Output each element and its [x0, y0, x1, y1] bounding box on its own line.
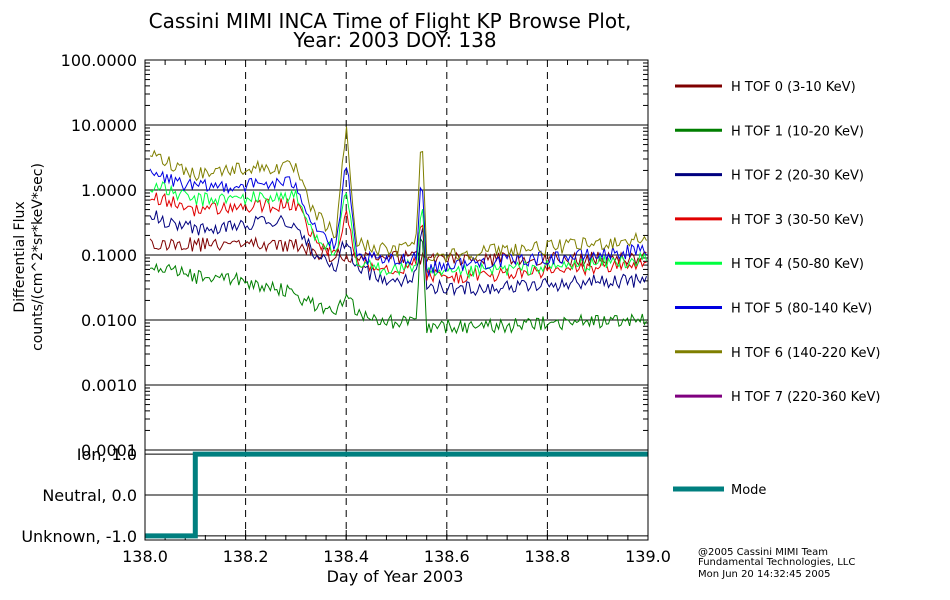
- credit-line3: Mon Jun 20 14:32:45 2005: [698, 569, 831, 580]
- x-axis-label: Day of Year 2003: [327, 567, 464, 586]
- series-line-tof4: [149, 181, 647, 280]
- x-tick-labels: 138.0 138.2 138.4 138.6 138.8 139.0: [122, 547, 671, 566]
- series-line-tof5: [149, 166, 647, 278]
- y-tick-label: 0.0001: [81, 441, 137, 460]
- flux-panel-series: [149, 126, 647, 335]
- series-line-tof2: [149, 210, 647, 297]
- mode-y-tick-label: Ion, 1.0: [77, 445, 137, 464]
- mode-panel-series: [145, 451, 648, 539]
- y-tick-label: 0.0010: [81, 376, 137, 395]
- legend-label-tof5: H TOF 5 (80-140 KeV): [731, 302, 872, 317]
- mode-panel-grid: [144, 450, 649, 540]
- credit-line2: Fundamental Technologies, LLC: [698, 557, 855, 568]
- mode-series-line: [145, 451, 648, 539]
- legend-label-tof6: H TOF 6 (140-220 KeV): [731, 346, 880, 361]
- y-tick-label: 0.1000: [81, 246, 137, 265]
- y-tick-label: 10.0000: [71, 116, 137, 135]
- mode-y-tick-labels: Ion, 1.0 Neutral, 0.0 Unknown, -1.0: [21, 445, 137, 546]
- legend-label-tof3: H TOF 3 (30-50 KeV): [731, 213, 864, 228]
- y-tick-label: 100.0000: [61, 51, 137, 70]
- y-tick-label: 0.0100: [81, 311, 137, 330]
- credit-line1: @2005 Cassini MIMI Team: [698, 547, 828, 558]
- mode-panel-frame: [144, 449, 649, 541]
- legend: H TOF 0 (3-10 KeV) H TOF 1 (10-20 KeV) H T…: [673, 80, 880, 498]
- x-tick-label: 138.0: [122, 547, 168, 566]
- x-tick-label: 138.8: [524, 547, 570, 566]
- chart-title-line2: Year: 2003 DOY: 138: [292, 28, 496, 52]
- legend-label-tof2: H TOF 2 (20-30 KeV): [731, 169, 864, 184]
- y-axis-label-line1: Differential Flux: [12, 201, 28, 312]
- legend-label-tof0: H TOF 0 (3-10 KeV): [731, 80, 856, 95]
- x-tick-label: 138.2: [223, 547, 269, 566]
- x-tick-label: 139.0: [625, 547, 671, 566]
- legend-label-tof1: H TOF 1 (10-20 KeV): [731, 124, 864, 139]
- mode-y-tick-label: Unknown, -1.0: [21, 527, 137, 546]
- x-tick-label: 138.6: [424, 547, 470, 566]
- mode-y-tick-label: Neutral, 0.0: [42, 486, 137, 505]
- legend-label-mode: Mode: [731, 483, 766, 498]
- chart-title-line1: Cassini MIMI INCA Time of Flight KP Brow…: [149, 9, 632, 33]
- y-axis-label-line2: counts/(cm^2*sr*keV*sec): [30, 163, 46, 351]
- flux-y-tick-labels: 100.0000 10.0000 1.0000 0.1000 0.0100 0.0010 0…: [61, 51, 137, 460]
- series-line-tof6: [149, 126, 647, 264]
- series-line-tof1: [149, 237, 647, 335]
- x-tick-label: 138.4: [323, 547, 369, 566]
- y-tick-label: 1.0000: [81, 181, 137, 200]
- series-line-tof3: [149, 192, 647, 284]
- legend-label-tof7: H TOF 7 (220-360 KeV): [731, 390, 880, 405]
- legend-label-tof4: H TOF 4 (50-80 KeV): [731, 257, 864, 272]
